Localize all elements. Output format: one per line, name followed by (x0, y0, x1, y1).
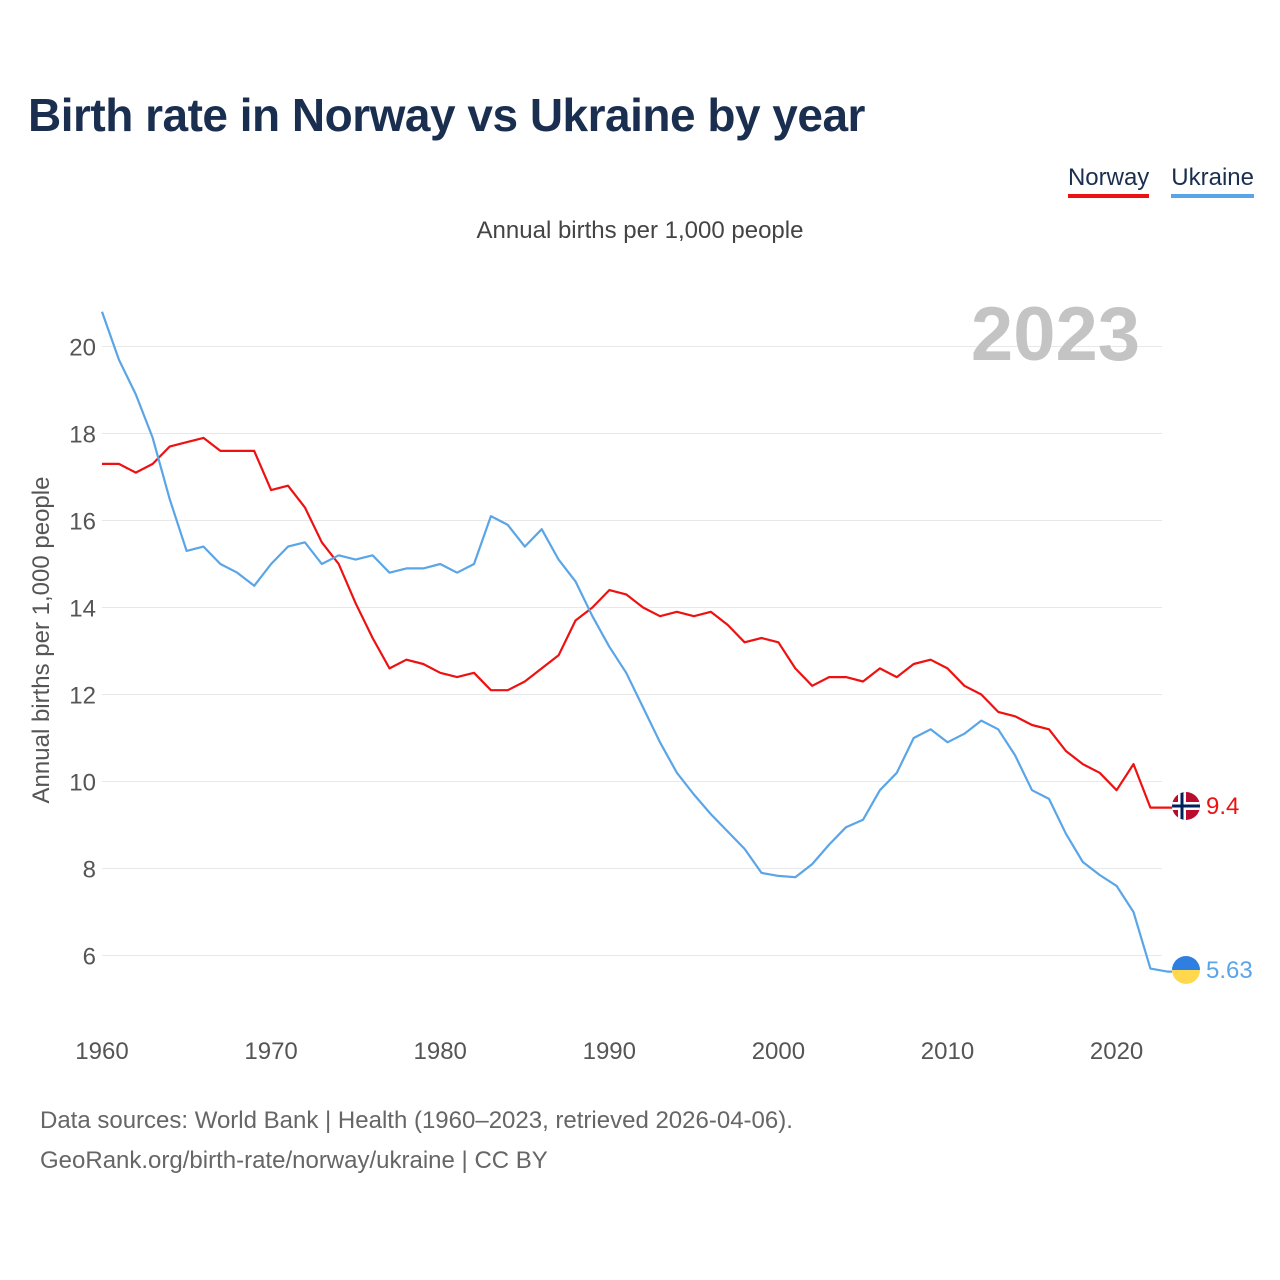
series-line-norway[interactable] (102, 436, 1172, 809)
source-line-2: GeoRank.org/birth-rate/norway/ukraine | … (40, 1147, 548, 1174)
x-tick-label: 2010 (921, 1038, 974, 1065)
series-line-ukraine[interactable] (100, 311, 1172, 973)
legend-item-ukraine[interactable]: Ukraine (1171, 164, 1254, 198)
end-label-norway: 9.4 (1206, 793, 1239, 820)
y-tick-label: 14 (69, 596, 96, 623)
norway-flag-icon (1172, 792, 1200, 820)
x-tick-label: 2020 (1090, 1038, 1143, 1065)
x-tick-label: 1960 (75, 1038, 128, 1065)
legend: Norway Ukraine (1067, 164, 1254, 198)
x-tick-label: 1970 (244, 1038, 297, 1065)
y-tick-label: 18 (69, 422, 96, 449)
x-tick-label: 1980 (414, 1038, 467, 1065)
year-overlay: 2023 (971, 292, 1140, 377)
y-tick-label: 12 (69, 683, 96, 710)
series-lines (100, 311, 1172, 973)
x-tick-label: 2000 (752, 1038, 805, 1065)
chart-subtitle: Annual births per 1,000 people (476, 217, 804, 244)
y-tick-label: 10 (69, 770, 96, 797)
y-tick-label: 8 (83, 857, 96, 884)
chart-title: Birth rate in Norway vs Ukraine by year (28, 89, 865, 141)
line-chart: 6 8 10 12 14 16 18 20 1960 1970 1980 1990 2000 2010 2… (69, 292, 1253, 1065)
x-tick-label: 1990 (583, 1038, 636, 1065)
ukraine-flag-icon (1172, 956, 1200, 984)
legend-item-norway[interactable]: Norway (1067, 164, 1150, 198)
x-axis-ticks: 1960 1970 1980 1990 2000 2010 2020 (75, 1038, 1143, 1065)
y-tick-label: 20 (69, 335, 96, 362)
y-tick-label: 6 (83, 944, 96, 971)
y-axis-ticks: 6 8 10 12 14 16 18 20 (69, 335, 96, 971)
source-line-1: Data sources: World Bank | Health (1960–… (40, 1107, 793, 1134)
end-label-ukraine: 5.63 (1206, 957, 1253, 984)
y-tick-label: 16 (69, 509, 96, 536)
grid-lines (102, 346, 1162, 956)
